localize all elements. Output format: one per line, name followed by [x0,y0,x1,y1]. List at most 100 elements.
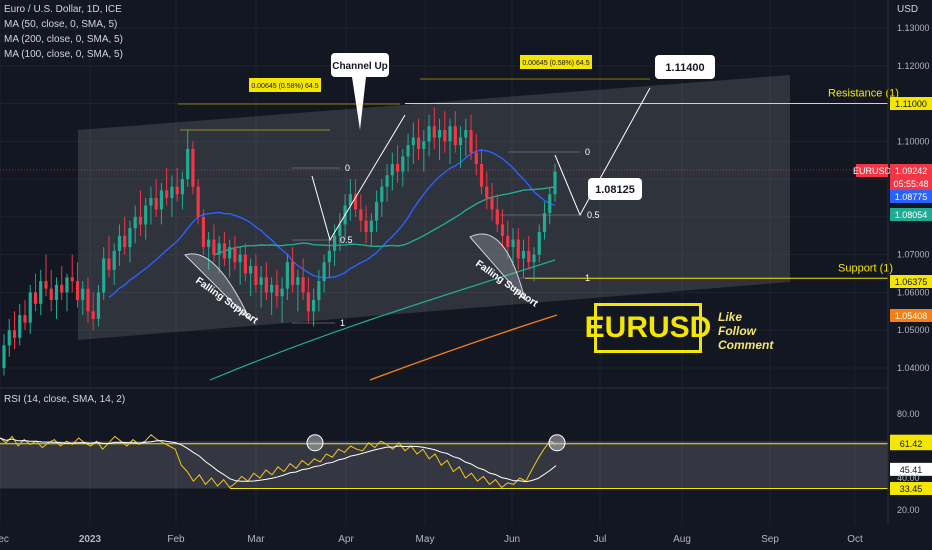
price-label-text: 1.06375 [895,277,928,287]
time-tick-label: Dec [0,534,9,545]
falling-support-shape-2 [469,233,526,301]
target-1-box [655,55,715,79]
rsi-level-text: 61.42 [900,439,923,449]
brand-box: EURUSD [585,303,711,353]
price-tick-label: 1.06000 [897,287,930,297]
promo-follow: Follow [718,324,756,338]
candle-body [154,198,158,210]
candle-body [264,277,268,293]
channel-up-pointer [352,77,366,130]
candle-body [385,175,389,187]
candle-body [259,277,263,285]
candle-body [374,201,379,221]
rsi-tick-label: 40.00 [897,473,920,483]
candle-body [516,239,520,259]
ma100-tail [209,259,556,381]
measure-label-1: 0.00645 (0.58%) 64.5 [251,83,318,90]
rsi-highlight-1 [306,434,324,452]
price-label-tag [890,164,932,177]
candle-body [479,164,484,187]
promo-comment: Comment [718,338,774,352]
price-label-text: 05:55:48 [893,179,928,189]
candle-body [60,284,64,293]
candle-body [548,194,552,214]
resistance-label: Resistance (1) [828,88,899,100]
price-label-tag [856,164,888,177]
candle-body [464,130,468,138]
price-label-tag [890,208,932,221]
candle-body [23,315,27,323]
price-label-tag [890,190,932,203]
fib-one-b-label: 1 [585,273,590,283]
candle-body [191,148,195,187]
candle-body [453,126,457,146]
candle-body [70,277,74,282]
candle-body [432,126,436,138]
price-tick-label: 1.13000 [897,23,930,33]
candle-body [322,262,326,282]
candle-body [33,292,38,304]
candle-body [327,250,331,263]
candle-body [196,186,200,217]
fib-0-a-label: 0 [345,163,350,173]
support-label: Support (1) [838,262,893,274]
candle-body [2,345,6,368]
candle-body [296,277,300,285]
candle-body [511,239,515,248]
price-label-tag [890,177,932,190]
candle-body [553,171,557,195]
time-tick-label: Oct [847,534,863,545]
rsi-ma-line [0,437,557,483]
candle-body [490,198,494,210]
price-label-tag [890,309,932,322]
price-tick-label: 1.10000 [897,136,930,146]
candle-body [532,254,536,263]
rsi-band [0,441,888,489]
time-tick-label: May [416,534,435,545]
candle-body [275,284,279,297]
channel-up-label: Channel Up [332,61,388,72]
candle-body [159,190,164,210]
candle-body [411,137,415,146]
candle-body [443,130,447,142]
candle-body [364,220,368,232]
candle-body [212,239,216,255]
candle-body [306,292,310,312]
price-tick-label: 1.05000 [897,325,930,335]
candle-body [369,220,373,232]
candle-body [144,205,148,225]
symbol-title: Euro / U.S. Dollar, 1D, ICE [4,4,122,15]
candle-body [149,198,153,206]
candle-body [422,141,426,149]
ma200-legend: MA (200, close, 0, SMA, 5) [4,34,123,45]
currency-label: USD [897,4,919,15]
candle-body [401,156,405,172]
time-tick-label: 2023 [79,534,102,545]
candle-body [12,330,17,338]
candle-body [395,164,400,172]
moving-averages [108,149,558,381]
time-tick-label: Mar [247,534,265,545]
candle-body [186,148,190,180]
candle-body [207,239,211,248]
candle-body [280,288,284,297]
candle-body [107,258,111,270]
time-tick-label: Apr [338,534,354,545]
price-label-text: 1.08054 [895,210,928,220]
promo-text: Like Follow Comment [718,310,773,352]
fib-half-a-label: 0.5 [340,235,353,245]
ma100-line [213,186,556,256]
fib-0-b-label: 0 [585,147,590,157]
candle-body [359,209,363,221]
candle-body [458,137,463,146]
candle-body [333,235,337,251]
ma200-line [369,314,558,381]
candle-body [254,266,258,285]
price-label-text: 1.05408 [895,311,928,321]
price-label-text: EURUSD [853,166,892,176]
candle-body [495,209,499,225]
candle-body [238,254,242,263]
rsi-level-text: 33.45 [900,484,923,494]
